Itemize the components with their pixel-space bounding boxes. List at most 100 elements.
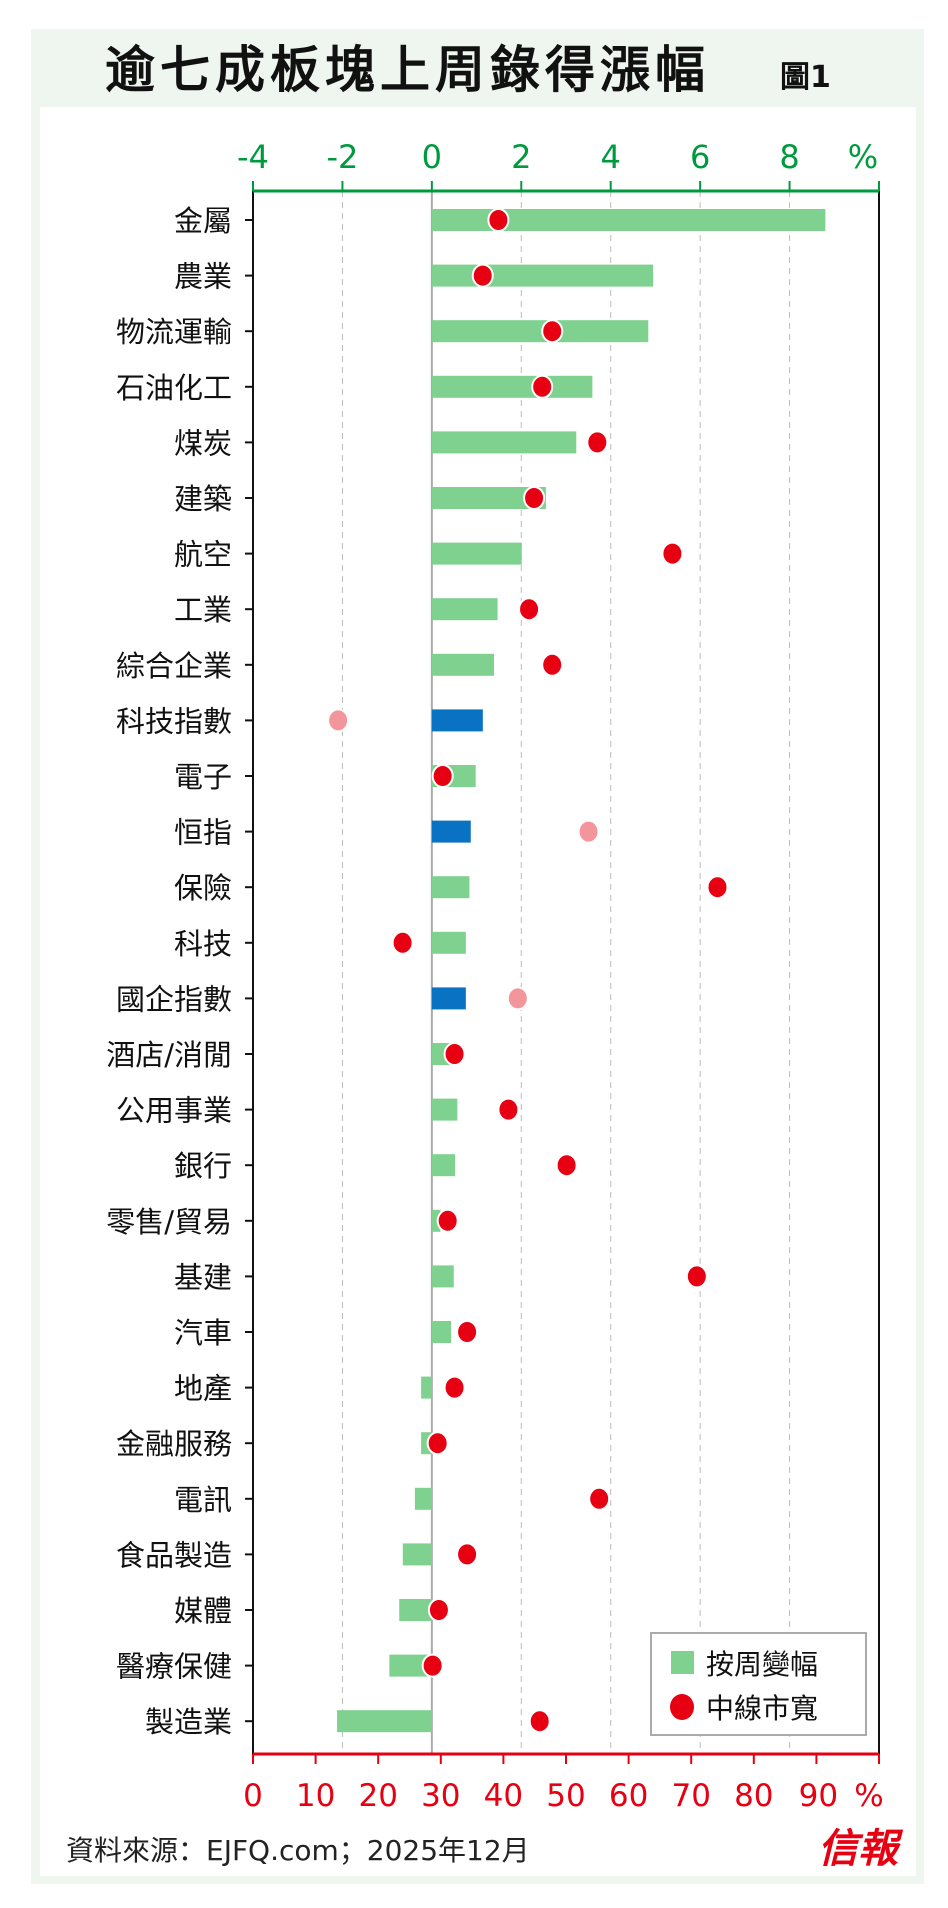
legend-swatch-dot (670, 1694, 694, 1720)
category-label: 電訊 (174, 1483, 232, 1517)
bar (421, 1376, 432, 1399)
dot (706, 875, 729, 900)
bar (402, 1543, 432, 1566)
dot (555, 1153, 578, 1178)
bottom-tick-label: 30 (421, 1778, 460, 1814)
bar (431, 653, 495, 676)
top-tick-label: 4 (601, 138, 621, 176)
bottom-tick-label: 60 (609, 1778, 648, 1814)
category-label: 綜合企業 (116, 649, 232, 683)
category-label: 科技 (174, 927, 232, 961)
top-tick-label: -4 (237, 138, 269, 176)
source-note: 資料來源：EJFQ.com；2025年12月 (66, 1834, 530, 1867)
category-label: 金融服務 (116, 1427, 232, 1461)
bar (431, 709, 483, 732)
category-label: 工業 (174, 593, 232, 627)
category-label: 農業 (174, 260, 232, 294)
category-label: 醫療保健 (116, 1650, 232, 1684)
bar (431, 542, 522, 565)
bottom-tick-label: 80 (734, 1778, 773, 1814)
category-label: 製造業 (145, 1705, 232, 1739)
category-label: 煤炭 (174, 426, 232, 460)
dot (456, 1542, 479, 1567)
legend: 按周變幅 中線市寬 (650, 1632, 867, 1736)
category-label: 電子 (174, 760, 232, 794)
brand-logo: 信報 (818, 1825, 904, 1872)
dot (497, 1097, 520, 1122)
dot (443, 1042, 466, 1066)
dot (541, 652, 564, 677)
category-label: 國企指數 (116, 982, 232, 1016)
dot (436, 1208, 459, 1233)
legend-swatch-bar (671, 1651, 694, 1674)
chart-title: 逾七成板塊上周錄得漲幅 (105, 41, 710, 99)
category-label: 汽車 (174, 1316, 232, 1350)
dot (531, 374, 554, 399)
category-label: 物流運輸 (116, 315, 232, 349)
dot (427, 1598, 450, 1622)
dot (506, 986, 529, 1011)
category-label: 零售/貿易 (106, 1205, 232, 1239)
bar (414, 1487, 432, 1510)
dot (528, 1709, 551, 1734)
top-tick-label: -2 (326, 138, 358, 176)
top-tick-label: 8 (779, 138, 799, 176)
bar (431, 598, 498, 621)
bar (431, 931, 466, 954)
top-tick-label: 6 (690, 138, 710, 176)
dot (586, 430, 609, 455)
dot (577, 819, 600, 844)
plot-panel (40, 107, 916, 1876)
bar (399, 1599, 432, 1621)
bar (431, 487, 546, 509)
bar (431, 1098, 458, 1121)
bar (431, 987, 466, 1010)
category-label: 媒體 (174, 1594, 232, 1628)
dot (426, 1431, 449, 1456)
top-tick-label: 2 (511, 138, 531, 176)
dot (471, 263, 494, 288)
dot (523, 486, 546, 510)
bottom-tick-label: 90 (799, 1778, 838, 1814)
figure-label: 圖1 (780, 60, 831, 95)
category-label: 科技指數 (116, 704, 232, 738)
dot (421, 1653, 444, 1678)
category-label: 建築 (174, 482, 232, 516)
bottom-tick-label: 70 (671, 1778, 710, 1814)
dot (443, 1375, 466, 1400)
bar (337, 1710, 432, 1733)
dot (456, 1320, 479, 1344)
dot (391, 930, 414, 955)
bottom-unit-label: % (854, 1778, 883, 1814)
bar (431, 1265, 454, 1288)
bottom-tick-label: 10 (296, 1778, 335, 1814)
category-label: 石油化工 (116, 371, 232, 405)
bottom-tick-label: 40 (484, 1778, 523, 1814)
dot (487, 208, 510, 232)
dot (661, 541, 684, 566)
bar (431, 1321, 452, 1343)
dot (327, 708, 350, 733)
dot (431, 764, 454, 788)
bar (431, 1209, 441, 1232)
dot (518, 597, 541, 622)
category-label: 地產 (174, 1372, 232, 1406)
category-label: 公用事業 (116, 1094, 232, 1128)
top-tick-label: 0 (422, 138, 442, 176)
top-unit-label: % (848, 138, 878, 176)
dot (685, 1264, 708, 1289)
category-label: 銀行 (174, 1149, 232, 1183)
bar (431, 431, 577, 454)
bar (431, 320, 649, 343)
category-label: 酒店/消閒 (106, 1038, 232, 1072)
dot (588, 1486, 611, 1511)
bar (431, 876, 470, 899)
category-label: 金屬 (174, 204, 232, 238)
category-label: 保險 (174, 871, 232, 905)
legend-label-bar: 按周變幅 (706, 1648, 818, 1681)
bar (389, 1654, 432, 1677)
category-label: 基建 (174, 1260, 232, 1294)
bottom-tick-label: 20 (358, 1778, 397, 1814)
category-label: 食品製造 (116, 1538, 232, 1572)
